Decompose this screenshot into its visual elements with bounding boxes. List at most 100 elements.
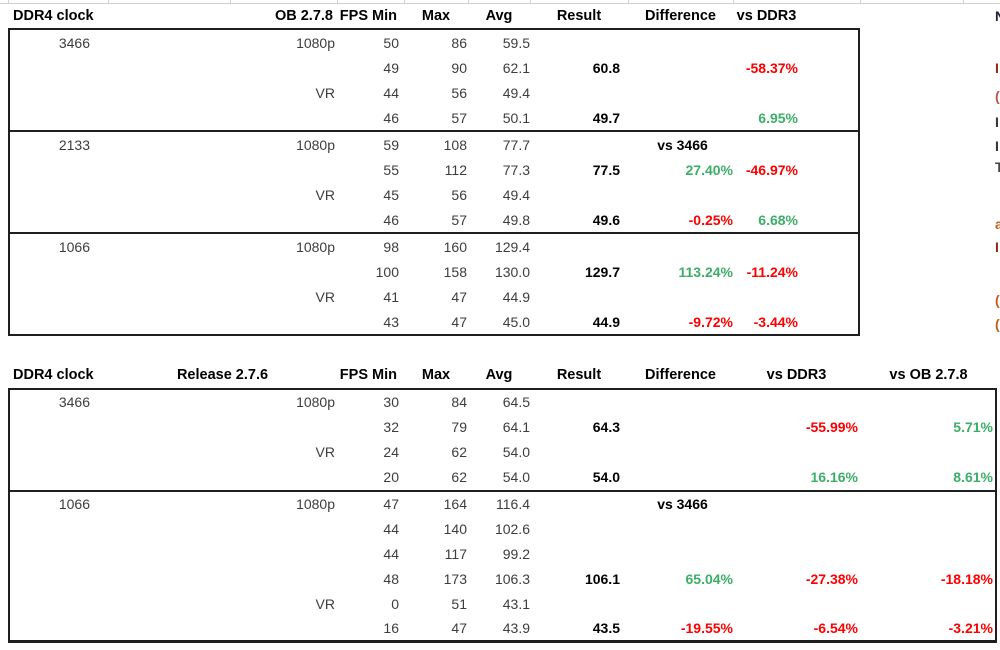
header-vs-ob278[interactable]: vs OB 2.7.8 bbox=[889, 366, 968, 383]
cell-avg[interactable]: 106.3 bbox=[494, 570, 530, 587]
cell-result[interactable]: 60.8 bbox=[592, 59, 620, 76]
cell-vs_ddr3[interactable]: -55.99% bbox=[805, 419, 858, 436]
cell-min[interactable]: 46 bbox=[383, 109, 399, 126]
cell-result[interactable] bbox=[532, 390, 630, 415]
cell-clock[interactable] bbox=[10, 541, 110, 566]
cell-avg[interactable]: 45.0 bbox=[502, 313, 530, 330]
cell-vs_ob[interactable] bbox=[862, 591, 999, 616]
cell-avg[interactable]: 50.1 bbox=[502, 109, 530, 126]
cell-min[interactable]: 48 bbox=[383, 570, 399, 587]
cell-setting[interactable] bbox=[110, 566, 339, 591]
cell-clock[interactable] bbox=[10, 182, 110, 207]
cell-avg[interactable]: 44.9 bbox=[502, 288, 530, 305]
cell-clock[interactable]: 2133 bbox=[58, 136, 90, 153]
cell-result[interactable] bbox=[532, 284, 630, 309]
cell-setting[interactable] bbox=[110, 309, 339, 334]
cell-vs_ddr3[interactable] bbox=[735, 492, 862, 517]
cell-vs_ddr3[interactable] bbox=[735, 440, 862, 465]
cell-diff[interactable] bbox=[630, 465, 735, 490]
cell-clock[interactable] bbox=[10, 207, 110, 232]
cell-vs_ddr3[interactable] bbox=[735, 591, 862, 616]
cell-diff[interactable] bbox=[630, 541, 735, 566]
cell-avg[interactable]: 49.4 bbox=[502, 84, 530, 101]
cell-clock[interactable] bbox=[10, 80, 110, 105]
cell-min[interactable]: 47 bbox=[383, 496, 399, 512]
cell-result[interactable] bbox=[532, 182, 630, 207]
cell-vs_ob[interactable] bbox=[802, 157, 862, 182]
cell-clock[interactable]: 1066 bbox=[58, 496, 90, 512]
header-version[interactable]: OB 2.7.8 bbox=[274, 8, 333, 24]
cell-avg[interactable]: 129.4 bbox=[494, 238, 530, 255]
cell-min[interactable]: 24 bbox=[383, 444, 399, 461]
cell-result[interactable]: 43.5 bbox=[592, 620, 620, 637]
cell-vs_ddr3[interactable]: -3.44% bbox=[753, 313, 798, 330]
cell-diff[interactable] bbox=[630, 516, 735, 541]
cell-setting[interactable] bbox=[110, 105, 339, 130]
cell-clock[interactable] bbox=[10, 616, 110, 641]
cell-vs_ob[interactable] bbox=[802, 207, 862, 232]
cell-avg[interactable]: 116.4 bbox=[496, 496, 530, 512]
cell-max[interactable]: 56 bbox=[451, 186, 467, 203]
cell-setting[interactable] bbox=[110, 415, 339, 440]
cell-result[interactable]: 54.0 bbox=[592, 469, 620, 486]
cell-max[interactable]: 57 bbox=[451, 211, 467, 228]
cell-min[interactable]: 30 bbox=[383, 394, 399, 411]
cell-vs_ddr3[interactable] bbox=[735, 234, 802, 259]
cell-setting[interactable]: VR bbox=[315, 288, 335, 305]
cell-avg[interactable]: 54.0 bbox=[502, 469, 530, 486]
cell-vs_ob[interactable] bbox=[802, 30, 862, 55]
cell-vs_ddr3[interactable] bbox=[735, 390, 862, 415]
cell-result[interactable] bbox=[532, 30, 630, 55]
cell-diff[interactable] bbox=[630, 80, 735, 105]
cell-result[interactable] bbox=[532, 591, 630, 616]
cell-min[interactable]: 49 bbox=[383, 59, 399, 76]
cell-clock[interactable]: 3466 bbox=[58, 394, 90, 411]
header-version[interactable]: Release 2.7.6 bbox=[176, 366, 269, 383]
cell-vs_ddr3[interactable]: -46.97% bbox=[745, 161, 798, 178]
cell-vs_ddr3[interactable]: -6.54% bbox=[813, 620, 858, 637]
cell-avg[interactable]: 64.5 bbox=[502, 394, 530, 411]
cell-avg[interactable]: 99.2 bbox=[502, 545, 530, 562]
cell-min[interactable]: 44 bbox=[383, 545, 399, 562]
cell-result[interactable]: 77.5 bbox=[592, 161, 620, 178]
cell-vs_ob[interactable] bbox=[802, 182, 862, 207]
cell-max[interactable]: 90 bbox=[451, 59, 467, 76]
cell-vs_ob[interactable]: -3.21% bbox=[948, 620, 993, 637]
header-vs-ddr3[interactable]: vs DDR3 bbox=[766, 366, 827, 383]
cell-min[interactable]: 41 bbox=[383, 288, 399, 305]
cell-max[interactable]: 84 bbox=[451, 394, 467, 411]
cell-clock[interactable] bbox=[10, 284, 110, 309]
cell-setting[interactable] bbox=[110, 259, 339, 284]
cell-vs_ddr3[interactable]: 6.95% bbox=[758, 109, 798, 126]
cell-avg[interactable]: 43.9 bbox=[502, 620, 530, 637]
cell-diff[interactable] bbox=[630, 440, 735, 465]
cell-setting[interactable] bbox=[110, 616, 339, 641]
cell-vs_ob[interactable] bbox=[862, 492, 999, 517]
cell-vs_ob[interactable] bbox=[862, 516, 999, 541]
header-result[interactable]: Result bbox=[556, 366, 602, 383]
cell-diff[interactable] bbox=[630, 182, 735, 207]
cell-vs_ob[interactable] bbox=[862, 541, 999, 566]
cell-min[interactable]: 59 bbox=[383, 136, 399, 153]
cell-vs_ob[interactable] bbox=[862, 390, 999, 415]
cell-vs_ddr3[interactable] bbox=[735, 80, 802, 105]
cell-min[interactable]: 100 bbox=[375, 263, 399, 280]
cell-avg[interactable]: 59.5 bbox=[502, 34, 530, 51]
cell-max[interactable]: 108 bbox=[443, 136, 467, 153]
cell-max[interactable]: 117 bbox=[444, 545, 467, 562]
cell-max[interactable]: 173 bbox=[443, 570, 467, 587]
cell-vs_ob[interactable] bbox=[802, 284, 862, 309]
cell-avg[interactable]: 77.7 bbox=[502, 136, 530, 153]
cell-min[interactable]: 0 bbox=[391, 595, 399, 612]
cell-clock[interactable] bbox=[10, 157, 110, 182]
cell-min[interactable]: 44 bbox=[383, 520, 399, 537]
cell-result[interactable]: 106.1 bbox=[584, 570, 620, 587]
cell-vs_ddr3[interactable]: -11.24% bbox=[746, 263, 798, 280]
cell-result[interactable] bbox=[532, 492, 630, 517]
cell-vs_ob[interactable] bbox=[802, 132, 862, 157]
cell-clock[interactable] bbox=[10, 55, 110, 80]
cell-avg[interactable]: 62.1 bbox=[502, 59, 530, 76]
cell-diff[interactable]: 65.04% bbox=[685, 570, 733, 587]
cell-setting[interactable] bbox=[110, 465, 339, 490]
cell-avg[interactable]: 43.1 bbox=[502, 595, 530, 612]
